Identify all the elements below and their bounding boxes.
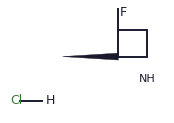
Text: NH: NH — [139, 74, 155, 84]
Text: F: F — [120, 6, 127, 19]
Text: H: H — [46, 94, 56, 107]
Polygon shape — [63, 53, 118, 60]
Text: Cl: Cl — [10, 94, 23, 107]
